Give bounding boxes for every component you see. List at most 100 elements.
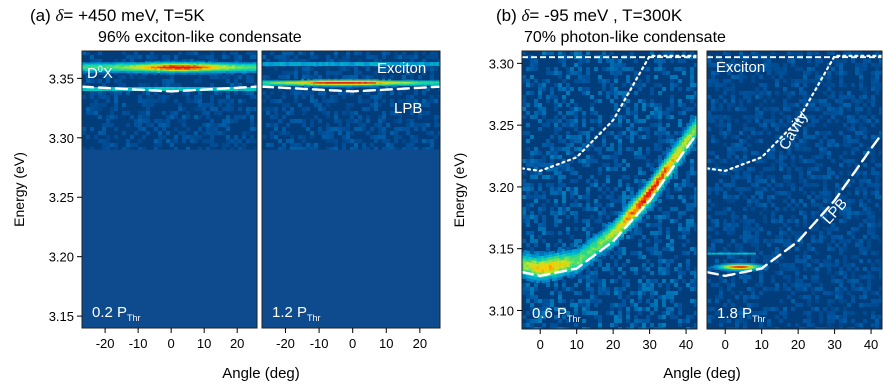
emission-pixel bbox=[370, 80, 373, 83]
noise-pixel bbox=[670, 239, 674, 243]
noise-pixel bbox=[658, 147, 662, 151]
noise-pixel bbox=[783, 175, 787, 179]
noise-pixel bbox=[606, 187, 610, 191]
emission-pixel bbox=[543, 276, 548, 280]
noise-pixel bbox=[658, 111, 662, 115]
noise-pixel bbox=[646, 147, 650, 151]
noise-pixel bbox=[666, 311, 670, 315]
noise-pixel bbox=[554, 151, 558, 155]
noise-pixel bbox=[743, 231, 747, 235]
noise-pixel bbox=[614, 199, 618, 203]
emission-pixel bbox=[124, 66, 127, 69]
emission-pixel bbox=[253, 87, 256, 92]
noise-pixel bbox=[322, 95, 326, 99]
noise-pixel bbox=[678, 211, 682, 215]
noise-pixel bbox=[859, 83, 863, 87]
noise-pixel bbox=[522, 207, 526, 211]
noise-pixel bbox=[534, 175, 538, 179]
emission-pixel bbox=[223, 63, 226, 66]
noise-pixel bbox=[402, 99, 406, 103]
noise-pixel bbox=[775, 123, 779, 127]
noise-pixel bbox=[707, 111, 711, 115]
noise-pixel bbox=[566, 163, 570, 167]
noise-pixel bbox=[859, 143, 863, 147]
emission-pixel bbox=[286, 82, 289, 85]
noise-pixel bbox=[779, 155, 783, 159]
emission-pixel bbox=[220, 69, 223, 72]
noise-pixel bbox=[650, 99, 654, 103]
emission-pixel bbox=[415, 62, 418, 67]
noise-pixel bbox=[646, 151, 650, 155]
noise-pixel bbox=[658, 59, 662, 63]
emission-pixel bbox=[564, 272, 568, 276]
emission-pixel bbox=[561, 262, 566, 266]
emission-pixel bbox=[684, 129, 688, 133]
noise-pixel bbox=[162, 99, 166, 103]
noise-pixel bbox=[254, 55, 257, 59]
emission-pixel bbox=[597, 243, 602, 247]
emission-pixel bbox=[223, 62, 226, 65]
noise-pixel bbox=[658, 123, 662, 127]
emission-pixel bbox=[533, 254, 538, 258]
emission-pixel bbox=[361, 85, 364, 88]
noise-pixel bbox=[743, 195, 747, 199]
noise-pixel bbox=[178, 119, 182, 123]
noise-pixel bbox=[674, 139, 678, 143]
noise-pixel bbox=[558, 103, 562, 107]
noise-pixel bbox=[743, 207, 747, 211]
noise-pixel bbox=[863, 131, 867, 135]
noise-pixel bbox=[394, 55, 398, 59]
emission-pixel bbox=[163, 69, 166, 72]
noise-pixel bbox=[654, 55, 658, 59]
emission-pixel bbox=[238, 66, 241, 69]
noise-pixel bbox=[739, 131, 743, 135]
noise-pixel bbox=[751, 183, 755, 187]
emission-pixel bbox=[526, 253, 530, 257]
noise-pixel bbox=[715, 87, 719, 91]
noise-pixel bbox=[410, 123, 414, 127]
noise-pixel bbox=[707, 59, 711, 63]
emission-pixel bbox=[187, 66, 190, 69]
emission-pixel bbox=[689, 128, 693, 132]
noise-pixel bbox=[298, 59, 302, 63]
noise-pixel bbox=[642, 127, 646, 131]
noise-pixel bbox=[811, 183, 815, 187]
emission-pixel bbox=[358, 82, 361, 85]
noise-pixel bbox=[550, 51, 554, 55]
noise-pixel bbox=[751, 195, 755, 199]
noise-pixel bbox=[90, 147, 94, 151]
noise-pixel bbox=[735, 195, 739, 199]
noise-pixel bbox=[839, 195, 843, 199]
noise-pixel bbox=[570, 275, 574, 279]
noise-pixel bbox=[526, 311, 530, 315]
emission-pixel bbox=[136, 71, 139, 74]
noise-pixel bbox=[334, 51, 338, 55]
emission-pixel bbox=[301, 83, 304, 86]
emission-pixel bbox=[196, 87, 199, 92]
emission-pixel bbox=[400, 62, 403, 67]
emission-pixel bbox=[648, 207, 653, 211]
noise-pixel bbox=[562, 139, 566, 143]
noise-pixel bbox=[574, 303, 578, 307]
noise-pixel bbox=[682, 183, 686, 187]
noise-pixel bbox=[811, 247, 815, 251]
emission-pixel bbox=[691, 141, 696, 145]
noise-pixel bbox=[322, 111, 326, 115]
noise-pixel bbox=[775, 79, 779, 83]
noise-pixel bbox=[650, 123, 654, 127]
noise-pixel bbox=[875, 75, 879, 79]
emission-pixel bbox=[615, 228, 619, 232]
noise-pixel bbox=[634, 319, 638, 323]
noise-pixel bbox=[210, 123, 214, 127]
noise-pixel bbox=[719, 95, 723, 99]
noise-pixel bbox=[638, 227, 642, 231]
emission-pixel bbox=[656, 175, 660, 179]
emission-pixel bbox=[364, 78, 367, 81]
noise-pixel bbox=[823, 207, 827, 211]
noise-pixel bbox=[138, 95, 142, 99]
noise-pixel bbox=[574, 107, 578, 111]
noise-pixel bbox=[731, 143, 735, 147]
emission-pixel bbox=[661, 170, 665, 174]
emission-pixel bbox=[674, 163, 678, 167]
emission-pixel bbox=[325, 83, 328, 86]
